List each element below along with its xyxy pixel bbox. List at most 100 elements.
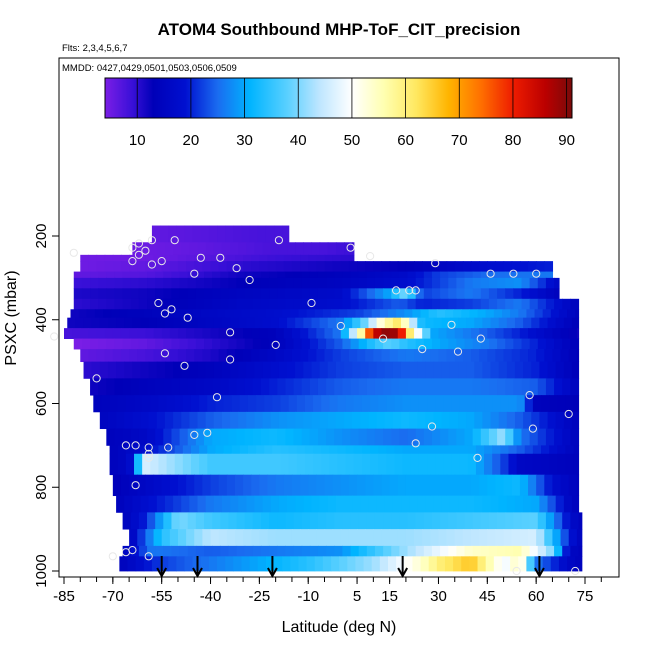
heatmap-cell bbox=[350, 271, 360, 279]
heatmap-cell bbox=[114, 298, 124, 310]
sample-point bbox=[226, 328, 235, 337]
heatmap-cell bbox=[567, 309, 576, 319]
heatmap-cell bbox=[303, 361, 313, 379]
heatmap-cell bbox=[532, 453, 542, 476]
heatmap-cell bbox=[238, 411, 247, 430]
heatmap-cell bbox=[308, 254, 317, 262]
sample-point bbox=[226, 355, 235, 364]
heatmap-cell bbox=[462, 349, 472, 363]
heatmap-cell bbox=[518, 556, 527, 572]
heatmap-cell bbox=[300, 261, 309, 272]
heatmap-cell bbox=[475, 445, 485, 455]
heatmap-cell bbox=[259, 529, 269, 547]
heatmap-row bbox=[122, 512, 583, 530]
heatmap-cell bbox=[106, 338, 116, 350]
sample-point bbox=[167, 305, 176, 314]
heatmap-cell bbox=[422, 349, 431, 363]
heatmap-cell bbox=[304, 445, 314, 455]
heatmap-cell bbox=[129, 349, 138, 363]
heatmap-cell bbox=[220, 338, 230, 350]
heatmap-cell bbox=[313, 445, 322, 455]
arrow-marker bbox=[534, 556, 545, 579]
heatmap-cell bbox=[415, 338, 425, 350]
heatmap-cell bbox=[251, 254, 260, 262]
heatmap-cell bbox=[228, 545, 238, 557]
heatmap-cell bbox=[210, 474, 220, 497]
heatmap-cell bbox=[164, 242, 174, 256]
sample-point bbox=[532, 269, 541, 278]
heatmap-row bbox=[73, 298, 580, 310]
heatmap-cell bbox=[497, 378, 506, 396]
heatmap-cell bbox=[562, 512, 571, 530]
x-tick-label: 45 bbox=[479, 588, 496, 605]
heatmap-cell bbox=[189, 242, 199, 256]
heatmap-cell bbox=[492, 453, 501, 476]
heatmap-cell bbox=[422, 474, 431, 497]
heatmap-cell bbox=[466, 495, 475, 513]
heatmap-cell bbox=[223, 445, 233, 455]
heatmap-cell bbox=[269, 288, 278, 300]
heatmap-cell bbox=[124, 495, 133, 513]
heatmap-cell bbox=[125, 445, 135, 455]
heatmap-cell bbox=[373, 474, 383, 497]
heatmap-cell bbox=[562, 298, 571, 310]
heatmap-cell bbox=[327, 242, 337, 256]
heatmap-cell bbox=[137, 328, 147, 339]
heatmap-row bbox=[109, 445, 580, 455]
heatmap-cell bbox=[407, 298, 417, 310]
heatmap-cell bbox=[511, 349, 521, 363]
heatmap-row bbox=[80, 261, 554, 272]
heatmap-cell bbox=[171, 378, 181, 396]
heatmap-cell bbox=[163, 545, 173, 557]
heatmap-cell bbox=[243, 349, 252, 363]
heatmap-cell bbox=[134, 445, 143, 455]
heatmap-cell bbox=[571, 361, 580, 379]
heatmap-cell bbox=[122, 288, 132, 300]
heatmap-cell bbox=[391, 545, 400, 557]
heatmap-cell bbox=[456, 428, 466, 446]
heatmap-cell bbox=[114, 428, 124, 446]
heatmap-cell bbox=[262, 411, 272, 430]
sample-point bbox=[134, 239, 143, 248]
heatmap-cell bbox=[246, 495, 256, 513]
heatmap-cell bbox=[441, 495, 451, 513]
heatmap-cell bbox=[472, 428, 482, 446]
heatmap-cell bbox=[357, 529, 366, 547]
heatmap-cell bbox=[529, 378, 539, 396]
heatmap-cell bbox=[524, 395, 534, 413]
heatmap-cell bbox=[488, 378, 498, 396]
sample-point bbox=[509, 269, 518, 278]
heatmap-cell bbox=[91, 361, 101, 379]
heatmap-cell bbox=[394, 395, 404, 413]
heatmap-cell bbox=[244, 298, 254, 310]
heatmap-cell bbox=[374, 338, 384, 350]
sample-point bbox=[131, 481, 140, 490]
sample-point bbox=[69, 248, 78, 257]
heatmap-cell bbox=[291, 349, 301, 363]
heatmap-cell bbox=[420, 309, 430, 319]
heatmap-cell bbox=[291, 254, 301, 262]
sample-point bbox=[453, 347, 463, 356]
heatmap-cell bbox=[163, 277, 173, 289]
heatmap-cell bbox=[449, 495, 459, 513]
heatmap-cell bbox=[576, 328, 580, 339]
heatmap-cell bbox=[194, 349, 203, 363]
heatmap-cell bbox=[200, 556, 210, 572]
heatmap-cell bbox=[171, 428, 181, 446]
heatmap-cell bbox=[440, 277, 449, 289]
heatmap-cell bbox=[275, 529, 285, 547]
heatmap-cell bbox=[537, 271, 547, 279]
heatmap-cell bbox=[480, 428, 490, 446]
heatmap-cell bbox=[306, 556, 316, 572]
heatmap-cell bbox=[179, 271, 189, 279]
heatmap-cell bbox=[205, 411, 215, 430]
heatmap-cell bbox=[145, 529, 155, 547]
heatmap-cell bbox=[443, 453, 453, 476]
chart-subtitle-flights: Flts: 2,3,4,5,6,7 bbox=[62, 43, 127, 54]
heatmap-cell bbox=[490, 411, 500, 430]
heatmap-cell bbox=[210, 529, 220, 547]
heatmap-cell bbox=[212, 512, 221, 530]
heatmap-cell bbox=[230, 242, 239, 256]
heatmap-cell bbox=[500, 395, 510, 413]
